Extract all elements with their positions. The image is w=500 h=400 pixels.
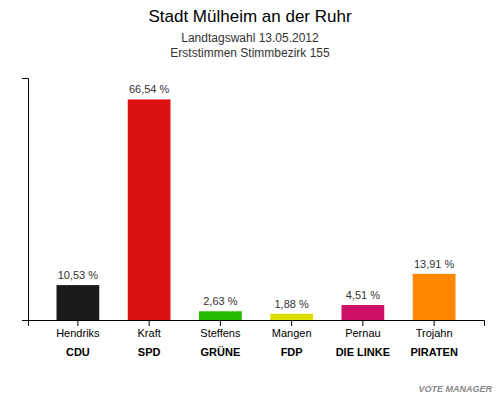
x-tick-mark: [291, 320, 292, 326]
x-tick-label: Kraft: [138, 327, 161, 339]
x-tick: Kraft: [138, 320, 161, 339]
y-axis: [22, 79, 29, 321]
x-tick-mark: [434, 320, 435, 326]
party-label: DIE LINKE: [336, 346, 390, 358]
party-label: CDU: [66, 346, 90, 358]
x-tick-mark: [362, 320, 363, 326]
x-tick: Trojahn: [416, 320, 453, 339]
x-tick: Steffens: [200, 320, 241, 339]
x-tick-mark: [77, 320, 78, 326]
x-tick-label: Steffens: [200, 327, 241, 339]
bar: [199, 311, 242, 320]
party-labels: CDU SPD GRÜNE FDP DIE LINKE PIRATEN: [66, 346, 458, 358]
data-label: 1,88 %: [275, 298, 309, 310]
x-tick-label: Hendriks: [56, 327, 100, 339]
annotation: VOTE MANAGER: [418, 384, 492, 394]
data-label: 10,53 %: [58, 269, 99, 281]
plot: 10,53 % 66,54 % 2,63 % 1,88 % 4,51 % 13,91 % H…: [22, 79, 485, 359]
x-tick: Mangen: [272, 320, 312, 339]
data-label: 66,54 %: [129, 83, 170, 95]
bar: [413, 274, 456, 320]
subtitle: Erststimmen Stimmbezirk 155: [170, 46, 330, 60]
data-labels: 10,53 % 66,54 % 2,63 % 1,88 % 4,51 % 13,91 %: [58, 83, 455, 309]
x-tick-mark: [149, 320, 150, 326]
subtitle: Landtagswahl 13.05.2012: [181, 31, 319, 45]
x-axis-line: [29, 321, 485, 327]
x-tick: Pernau: [345, 320, 380, 339]
chart: Stadt Mülheim an der Ruhr Landtagswahl 13…: [0, 0, 500, 400]
bar: [57, 285, 100, 320]
party-label: SPD: [138, 346, 161, 358]
party-label: PIRATEN: [410, 346, 458, 358]
bars: [57, 99, 456, 320]
x-tick-label: Pernau: [345, 327, 380, 339]
data-label: 13,91 %: [414, 258, 455, 270]
x-tick-label: Mangen: [272, 327, 312, 339]
bar: [342, 305, 385, 320]
party-label: GRÜNE: [201, 346, 241, 358]
data-label: 2,63 %: [203, 295, 237, 307]
x-axis: Hendriks Kraft Steffens Mangen Pernau Trojahn: [29, 320, 485, 339]
bar: [270, 314, 313, 320]
party-label: FDP: [281, 346, 303, 358]
title: Stadt Mülheim an der Ruhr: [148, 7, 351, 26]
y-axis-line: [22, 79, 29, 321]
x-tick-label: Trojahn: [416, 327, 453, 339]
data-label: 4,51 %: [346, 289, 380, 301]
bar: [128, 99, 171, 320]
x-tick: Hendriks: [56, 320, 100, 339]
x-tick-mark: [220, 320, 221, 326]
